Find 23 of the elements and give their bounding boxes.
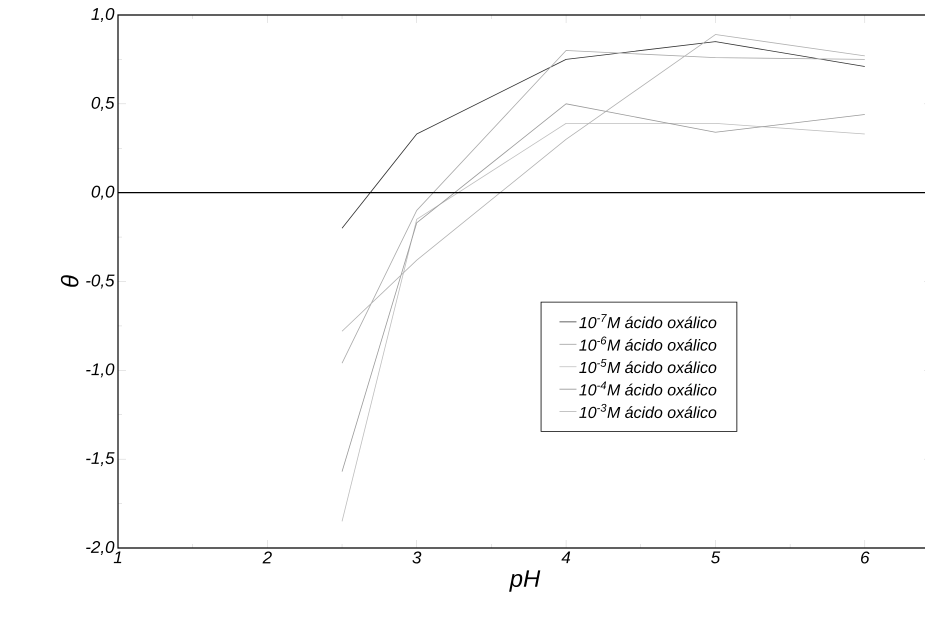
y-axis-title: θ: [60, 275, 78, 287]
y-tick-label: 0,5: [92, 96, 115, 111]
legend-label: 10$^{-7}$M ácido oxálico: [579, 314, 716, 328]
legend-label: 10$^{-5}$M ácido oxálico: [579, 359, 716, 374]
legend-label: 10$^{-3}$M ácido oxálico: [579, 404, 716, 418]
y-tick-label: 0,0: [92, 186, 114, 200]
x-tick-label: 2: [262, 552, 272, 564]
x-tick-label: 1: [114, 552, 122, 564]
legend-label: 10$^{-6}$M ácido oxálico: [579, 336, 716, 351]
legend-label: 10$^{-4}$M ácido oxálico: [579, 381, 716, 396]
y-tick-label: -0,5: [86, 274, 115, 288]
x-tick-label: 3: [412, 552, 422, 564]
x-tick-label: 4: [561, 552, 570, 564]
x-tick-label: 5: [711, 552, 720, 564]
y-tick-label: 1,0: [91, 8, 114, 22]
y-tick-label: -1,0: [86, 363, 114, 378]
line-series: [342, 103, 866, 472]
x-tick-label: 6: [861, 552, 870, 564]
line-series: [342, 41, 866, 229]
y-tick-label: -2,0: [86, 541, 114, 555]
x-axis-title: pH: [509, 570, 540, 592]
line-series: [342, 122, 866, 522]
y-tick-label: -1,5: [86, 452, 115, 466]
